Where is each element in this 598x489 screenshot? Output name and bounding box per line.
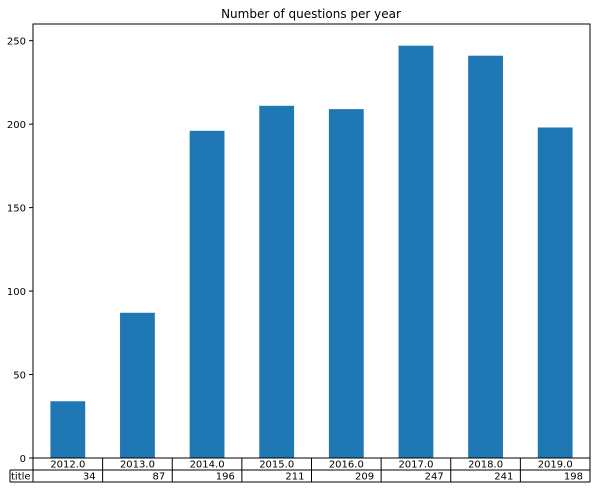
table-row-label: title: [11, 472, 31, 483]
y-tick-label-100: 100: [7, 287, 26, 298]
bar-2016.0: [328, 109, 364, 458]
table-cell: 196: [216, 472, 235, 483]
table-col-header: 2018.0: [468, 460, 503, 471]
table-col-header: 2014.0: [190, 460, 225, 471]
y-tick-label-200: 200: [7, 120, 26, 131]
bar-2017.0: [398, 45, 434, 458]
table-cell: 247: [425, 472, 444, 483]
bar-2014.0: [189, 130, 225, 459]
bars-group: [50, 45, 573, 459]
table-col-header: 2012.0: [50, 460, 85, 471]
y-tick-label-250: 250: [7, 37, 26, 48]
chart-title: Number of questions per year: [221, 7, 401, 21]
y-axis: 0 50 100 150 200 250: [7, 37, 33, 465]
y-tick-label-50: 50: [13, 371, 26, 382]
table-col-header: 2016.0: [329, 460, 364, 471]
table-col-header: 2015.0: [259, 460, 294, 471]
bar-2013.0: [120, 312, 155, 458]
data-table: 2012.0 2013.0 2014.0 2015.0 2016.0 2017.0 2018…: [9, 457, 591, 483]
table-col-header: 2019.0: [538, 460, 573, 471]
table-cell: 241: [494, 472, 513, 483]
plot-frame: [32, 23, 591, 459]
table-col-header: 2017.0: [398, 460, 433, 471]
y-tick-label-150: 150: [7, 204, 26, 215]
bar-2018.0: [468, 55, 503, 458]
bar-2019.0: [537, 127, 573, 458]
bar-2015.0: [259, 105, 295, 459]
table-cell: 198: [564, 472, 583, 483]
table-col-header: 2013.0: [120, 460, 155, 471]
table-cell: 34: [83, 472, 96, 483]
table-cell: 87: [153, 472, 166, 483]
bar-2012.0: [50, 401, 86, 458]
table-cell: 209: [355, 472, 374, 483]
y-tick-label-0: 0: [20, 454, 26, 465]
table-cell: 211: [285, 472, 304, 483]
